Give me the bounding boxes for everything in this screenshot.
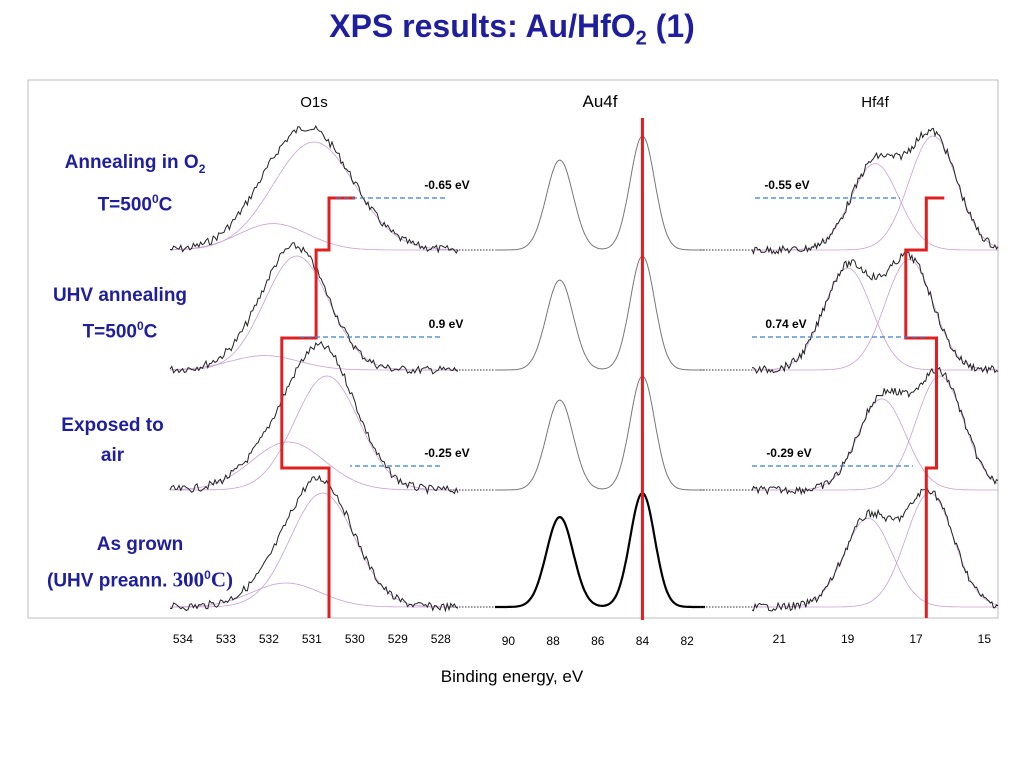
- row-label-as-grown: As grown (UHV preann. 3000C): [47, 534, 233, 592]
- shift-annotation: 0.74 eV: [765, 317, 806, 331]
- fit-component-curve: [170, 582, 458, 608]
- x-tick-label: 534: [173, 632, 193, 646]
- spectrum-line-row-1: [169, 125, 459, 254]
- x-tick-label: 533: [216, 632, 236, 646]
- x-tick-label: 530: [345, 632, 365, 646]
- spectrum-line-row-3: [495, 375, 705, 491]
- spectrum-line-row-3: [751, 366, 999, 496]
- fit-component-curve: [169, 355, 458, 371]
- x-tick-label: 531: [302, 632, 322, 646]
- fit-component-curve: [752, 259, 998, 371]
- spectrum-line-row-4: [169, 474, 459, 613]
- fit-component-curve: [752, 517, 998, 608]
- spectrum-line-row-3: [169, 340, 459, 496]
- fit-component-curve: [170, 375, 458, 491]
- fit-component-curve: [169, 141, 459, 251]
- shift-annotation: -0.29 eV: [766, 446, 811, 460]
- fit-component-curve: [752, 375, 999, 491]
- x-tick-label: 528: [431, 632, 451, 646]
- spectrum-line-row-2: [752, 251, 999, 375]
- row-label-uhv-annealing: UHV annealing T=5000C: [52, 285, 188, 343]
- shift-annotation: 0.9 eV: [429, 317, 464, 331]
- x-tick-label: 19: [841, 632, 855, 646]
- spectrum-line-row-4: [495, 491, 705, 609]
- shift-step-line: [904, 196, 945, 618]
- page-title: XPS results: Au/HfO2 (1): [329, 8, 695, 50]
- fit-component-curve: [752, 492, 999, 608]
- x-tick-label: 21: [773, 632, 787, 646]
- panel-title-hf4f: Hf4f: [861, 94, 889, 111]
- x-tick-label: 86: [591, 634, 605, 648]
- x-tick-label: 84: [636, 634, 650, 648]
- panel-title-o1s: O1s: [300, 94, 328, 111]
- shift-annotation: -0.65 eV: [424, 178, 469, 192]
- spectrum-line-row-2: [495, 255, 705, 371]
- row-label-exposed-to-air: Exposed to air: [61, 415, 164, 466]
- x-axis-label: Binding energy, eV: [440, 667, 584, 686]
- shift-step-line: [280, 196, 355, 618]
- panel-title-au4f: Au4f: [583, 92, 618, 111]
- spectrum-line-row-2: [169, 242, 459, 375]
- fit-component-curve: [752, 163, 998, 251]
- x-tick-label: 90: [502, 634, 516, 648]
- spectrum-line-row-1: [495, 135, 705, 251]
- x-tick-label: 529: [388, 632, 408, 646]
- spectrum-line-row-4: [751, 487, 999, 612]
- fit-component-curve: [752, 267, 998, 371]
- x-tick-label: 532: [259, 632, 279, 646]
- row-label-annealing-o2: Annealing in O2 T=5000C: [64, 152, 206, 216]
- fit-component-curve: [170, 223, 458, 251]
- shift-annotation: -0.25 eV: [424, 446, 469, 460]
- x-tick-label: 17: [909, 632, 923, 646]
- spectrum-line-row-1: [751, 127, 999, 256]
- plot-frame: [27, 79, 999, 619]
- x-tick-label: 88: [546, 634, 560, 648]
- x-tick-label: 82: [680, 634, 694, 648]
- shift-annotation: -0.55 eV: [764, 178, 809, 192]
- x-tick-label: 15: [978, 632, 992, 646]
